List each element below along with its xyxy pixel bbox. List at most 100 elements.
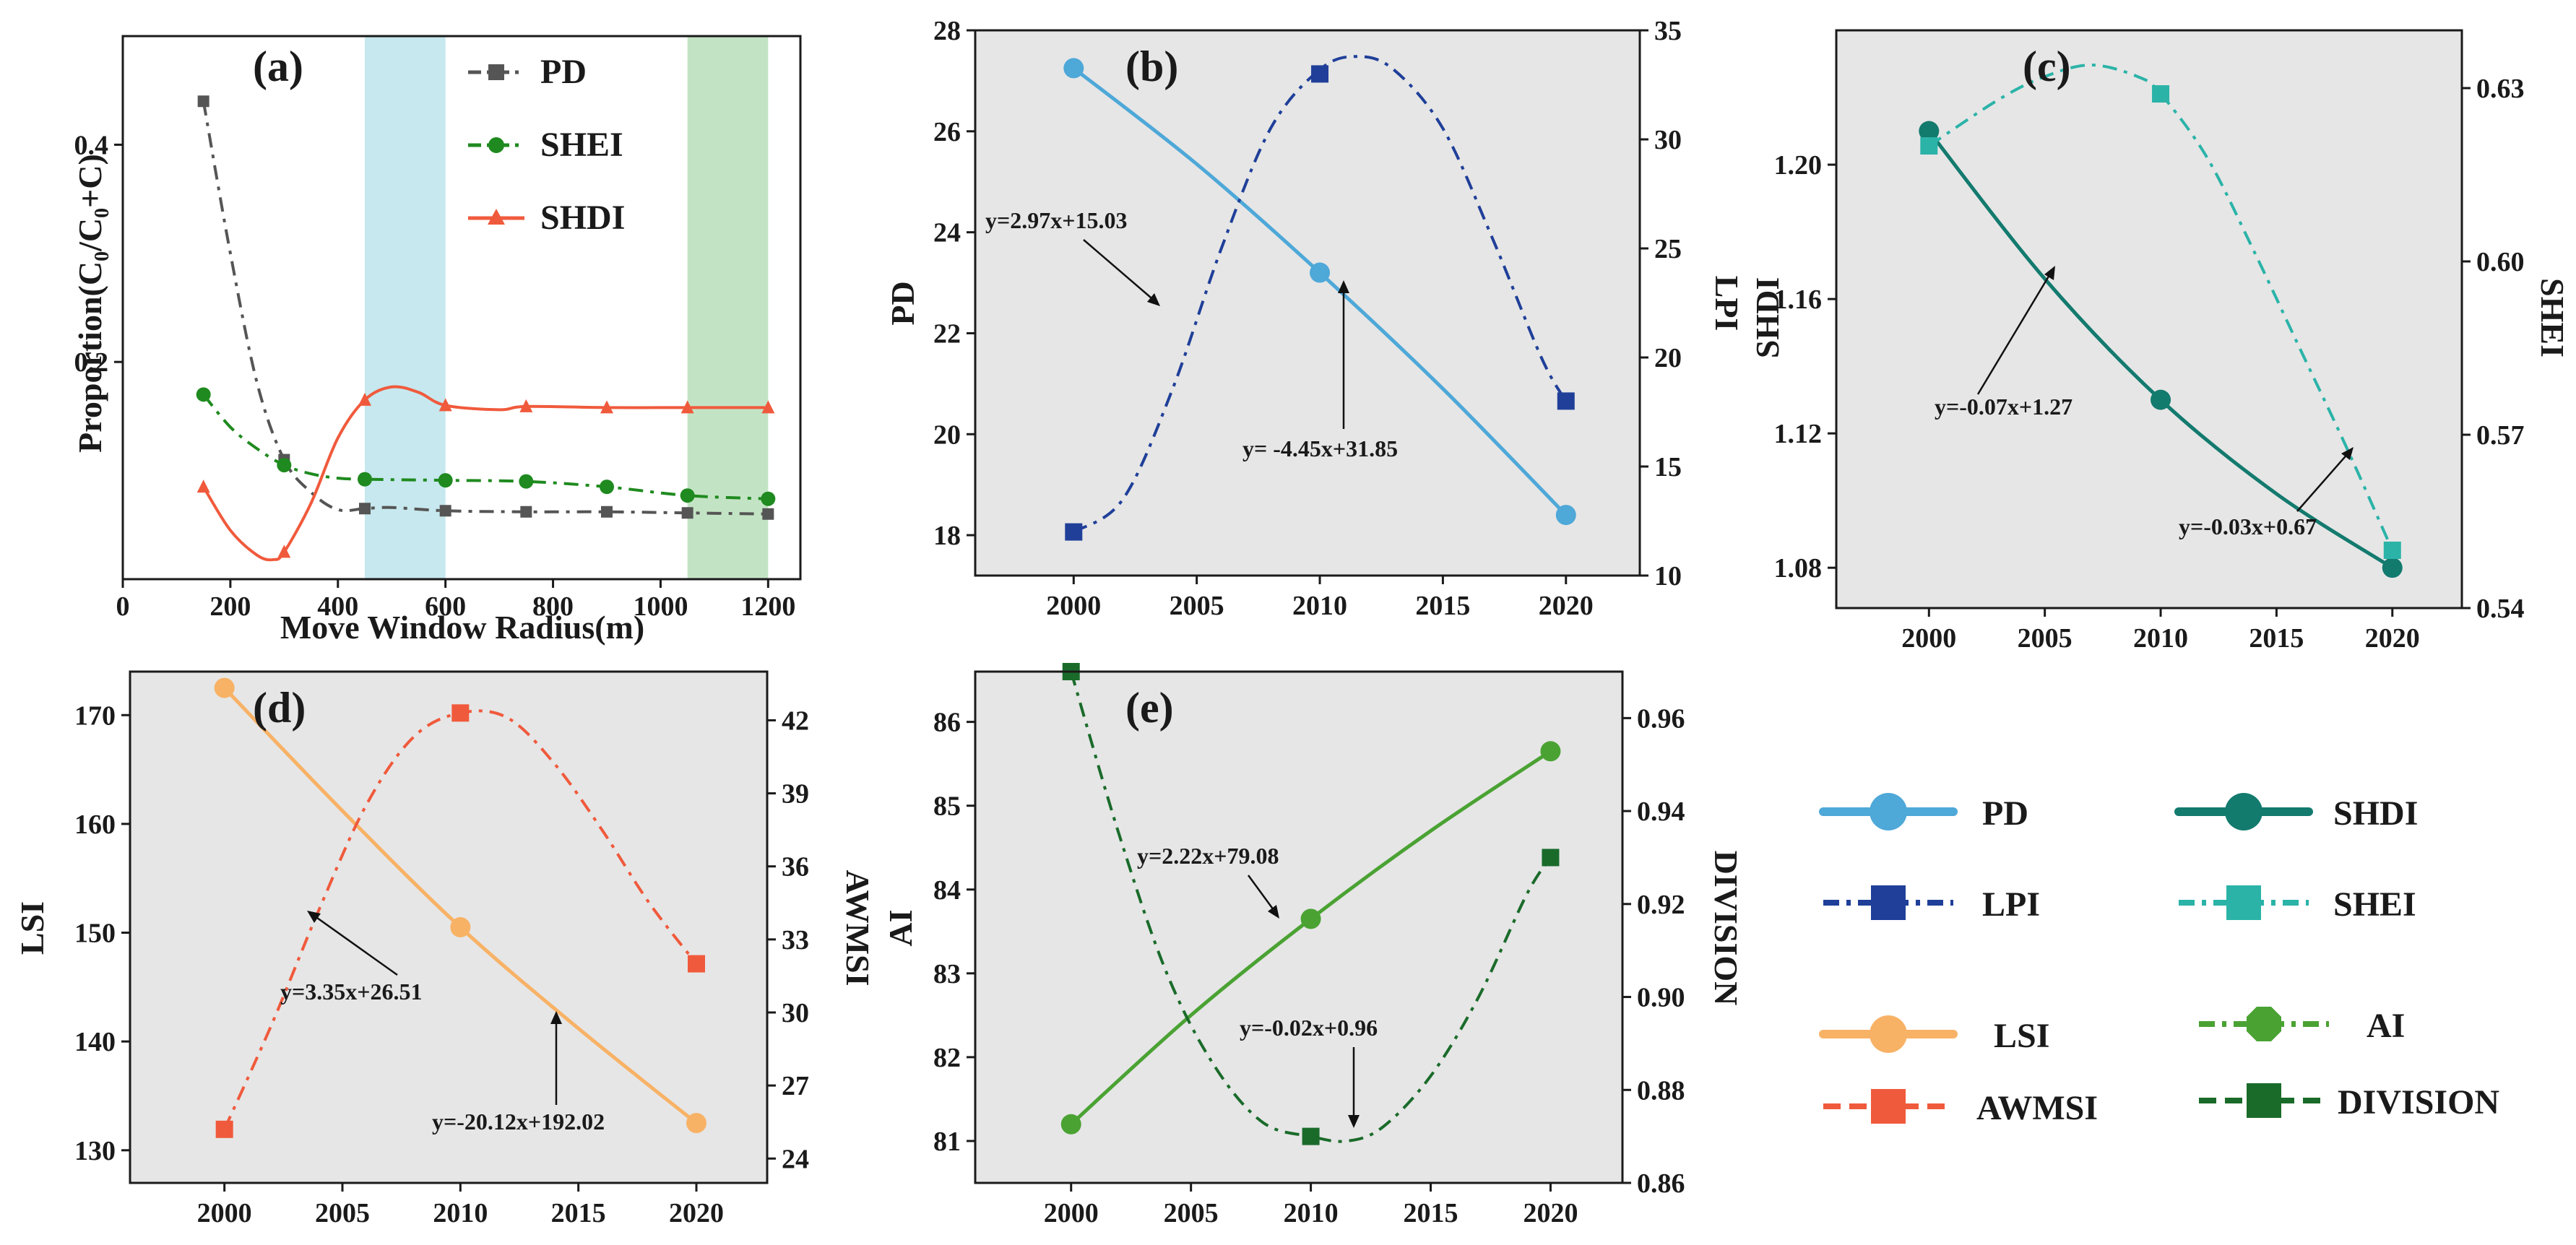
panel-b-xtick-label: 2015 xyxy=(1415,591,1470,621)
panel-d-equation-2: y=-20.12x+192.02 xyxy=(432,1109,605,1135)
panel-a-pd-point xyxy=(601,506,613,518)
panel-a-shdi-point xyxy=(519,399,533,412)
panel-e-label: (e) xyxy=(1125,684,1174,732)
panel-d-lsi-point xyxy=(214,677,235,698)
panel-b-left-tick-label: 28 xyxy=(933,16,961,46)
panel-e-left-tick-label: 82 xyxy=(933,1043,961,1073)
panel-b-lpi-point xyxy=(1065,523,1083,541)
panel-c-equation-1-arrow xyxy=(1976,271,2053,395)
legend-pd-label: PD xyxy=(540,53,587,91)
panel-a-ytick-label: 0.2 xyxy=(74,347,109,378)
panel-c-equation-1: y=-0.07x+1.27 xyxy=(1935,394,2073,420)
panel-c-shei-point xyxy=(2383,542,2401,559)
panel-e-equation-1-arrow xyxy=(1247,875,1277,914)
legend-shei-text: SHEI xyxy=(2333,885,2416,924)
panel-e-ai-point xyxy=(1300,908,1321,929)
panel-c-right-axis-label: SHEI xyxy=(2534,278,2571,357)
panel-d-label: (d) xyxy=(253,684,306,732)
legend-shei-icon xyxy=(2226,885,2261,920)
panel-c-xtick-label: 2005 xyxy=(2018,623,2073,654)
panel-b-right-tick-label: 25 xyxy=(1654,234,1682,264)
panel-d-xtick-label: 2010 xyxy=(433,1198,488,1228)
panel-b-left-tick-label: 22 xyxy=(933,318,961,349)
panel-e-equation-1: y=2.22x+79.08 xyxy=(1137,843,1279,869)
panel-c-right-tick-label: 0.60 xyxy=(2476,247,2525,277)
panel-a-shei-point xyxy=(761,491,776,506)
panel-a-xtick-label: 600 xyxy=(425,591,466,622)
panel-b-equation-2-arrowhead xyxy=(1338,280,1349,293)
panel-a-xtick-label: 200 xyxy=(209,591,251,622)
panel-d-awmsi-point xyxy=(688,955,705,973)
panel-c-shei-point xyxy=(2152,85,2170,103)
panel-c-equation-2-arrowhead xyxy=(2341,447,2354,460)
legend-awmsi-text: AWMSI xyxy=(1976,1089,2098,1127)
panel-a-shei-point xyxy=(600,480,614,495)
legend-item-shdi: SHDI xyxy=(2174,793,2418,833)
panel-a-frame xyxy=(121,35,802,581)
panel-d-right-tick-label: 24 xyxy=(782,1144,809,1174)
panel-c-frame xyxy=(1835,29,2463,610)
panel-e-right-axis-label: DIVISION xyxy=(1708,851,1745,1006)
panel-d-left-tick-label: 140 xyxy=(74,1027,116,1057)
legend-item-division: DIVISION xyxy=(2199,1083,2499,1122)
panel-e-left-tick-label: 84 xyxy=(933,875,961,906)
panel-a-shei-point xyxy=(680,488,695,503)
panel-c-left-tick-label: 1.20 xyxy=(1774,150,1823,181)
panel-e-left-tick-label: 81 xyxy=(933,1127,961,1157)
legend-item-ai: AI xyxy=(2199,1007,2405,1045)
panel-c-shdi-point xyxy=(2382,558,2403,578)
panel-e-xtick-label: 2010 xyxy=(1284,1198,1339,1228)
panel-d-frame xyxy=(129,670,769,1184)
panel-a-shei-point xyxy=(519,474,534,489)
panel-d-right-tick-label: 39 xyxy=(782,779,809,810)
panel-d-left-axis-label: LSI xyxy=(14,901,51,955)
panel-a-shdi-point xyxy=(277,545,291,558)
panel-d-left-tick-label: 150 xyxy=(74,919,116,949)
panel-d-lsi-point xyxy=(686,1113,706,1134)
panel-d-awmsi-point xyxy=(215,1120,233,1138)
panel-a-shei-point xyxy=(358,472,372,487)
panel-b-label: (b) xyxy=(1125,43,1178,90)
panel-b-left-tick-label: 20 xyxy=(933,420,961,450)
panel-b: 2000 2005 2010 2015 2020 18 20 22 24 26 28 10 15 20 25… xyxy=(884,16,1745,621)
legend-shdi-text: SHDI xyxy=(2333,794,2418,833)
panel-a-legend: PD SHEI SHDI xyxy=(468,53,625,237)
panel-a-pd-point xyxy=(681,507,693,519)
panel-a-shdi-point xyxy=(196,480,210,493)
panel-b-left-tick-label: 26 xyxy=(933,117,961,147)
legend-panel: PD SHDI LPI SHEI LSI AI xyxy=(1819,793,2499,1127)
legend-pd-icon xyxy=(1870,793,1907,830)
panel-b-equation-1-arrowhead xyxy=(1147,293,1160,306)
legend-item-awmsi: AWMSI xyxy=(1823,1089,2098,1127)
panel-a-band-1 xyxy=(365,36,446,579)
panel-d-equation-1: y=3.35x+26.51 xyxy=(280,979,422,1005)
panel-e-xtick-label: 2015 xyxy=(1404,1198,1458,1228)
panel-a-xtick-label: 1200 xyxy=(740,591,795,622)
panel-b-xtick-label: 2010 xyxy=(1292,591,1347,621)
panel-e-right-tick-label: 0.96 xyxy=(1637,703,1685,734)
panel-a-pd-point xyxy=(520,506,532,518)
panel-e-division-point xyxy=(1542,849,1560,867)
panel-e-xtick-label: 2005 xyxy=(1164,1198,1219,1228)
panel-d-equation-2-arrowhead xyxy=(550,1011,562,1024)
panel-b-left-tick-label: 24 xyxy=(933,218,961,248)
panel-d: 2000 2005 2010 2015 2020 130 140 150 160 170 24 27 3… xyxy=(14,670,876,1228)
panel-a-pd-point xyxy=(439,505,451,517)
panel-b-left-axis-label: PD xyxy=(884,281,921,325)
panel-c-right-tick-label: 0.54 xyxy=(2476,594,2525,624)
legend-ai-text: AI xyxy=(2367,1007,2405,1045)
panel-a-xlabel: Move Window Radius(m) xyxy=(280,609,644,646)
panel-b-lpi-point xyxy=(1311,65,1329,83)
panel-a-shei-point xyxy=(438,473,453,488)
panel-b-pd-point xyxy=(1063,58,1084,79)
panel-e-left-axis-label: AI xyxy=(882,909,919,946)
panel-e-ai-point xyxy=(1060,1114,1081,1135)
legend-shei-label: SHEI xyxy=(540,126,623,164)
panel-e: 2000 2005 2010 2015 2020 81 82 83 84 85 86 0.86 0.88… xyxy=(882,663,1745,1228)
panel-a-shdi-point xyxy=(438,398,452,412)
panel-b-equation-1: y=2.97x+15.03 xyxy=(985,207,1127,233)
panel-a-xtick-label: 0 xyxy=(116,591,130,622)
panel-d-xtick-label: 2005 xyxy=(315,1198,370,1228)
panel-a-pd-point xyxy=(359,503,371,515)
